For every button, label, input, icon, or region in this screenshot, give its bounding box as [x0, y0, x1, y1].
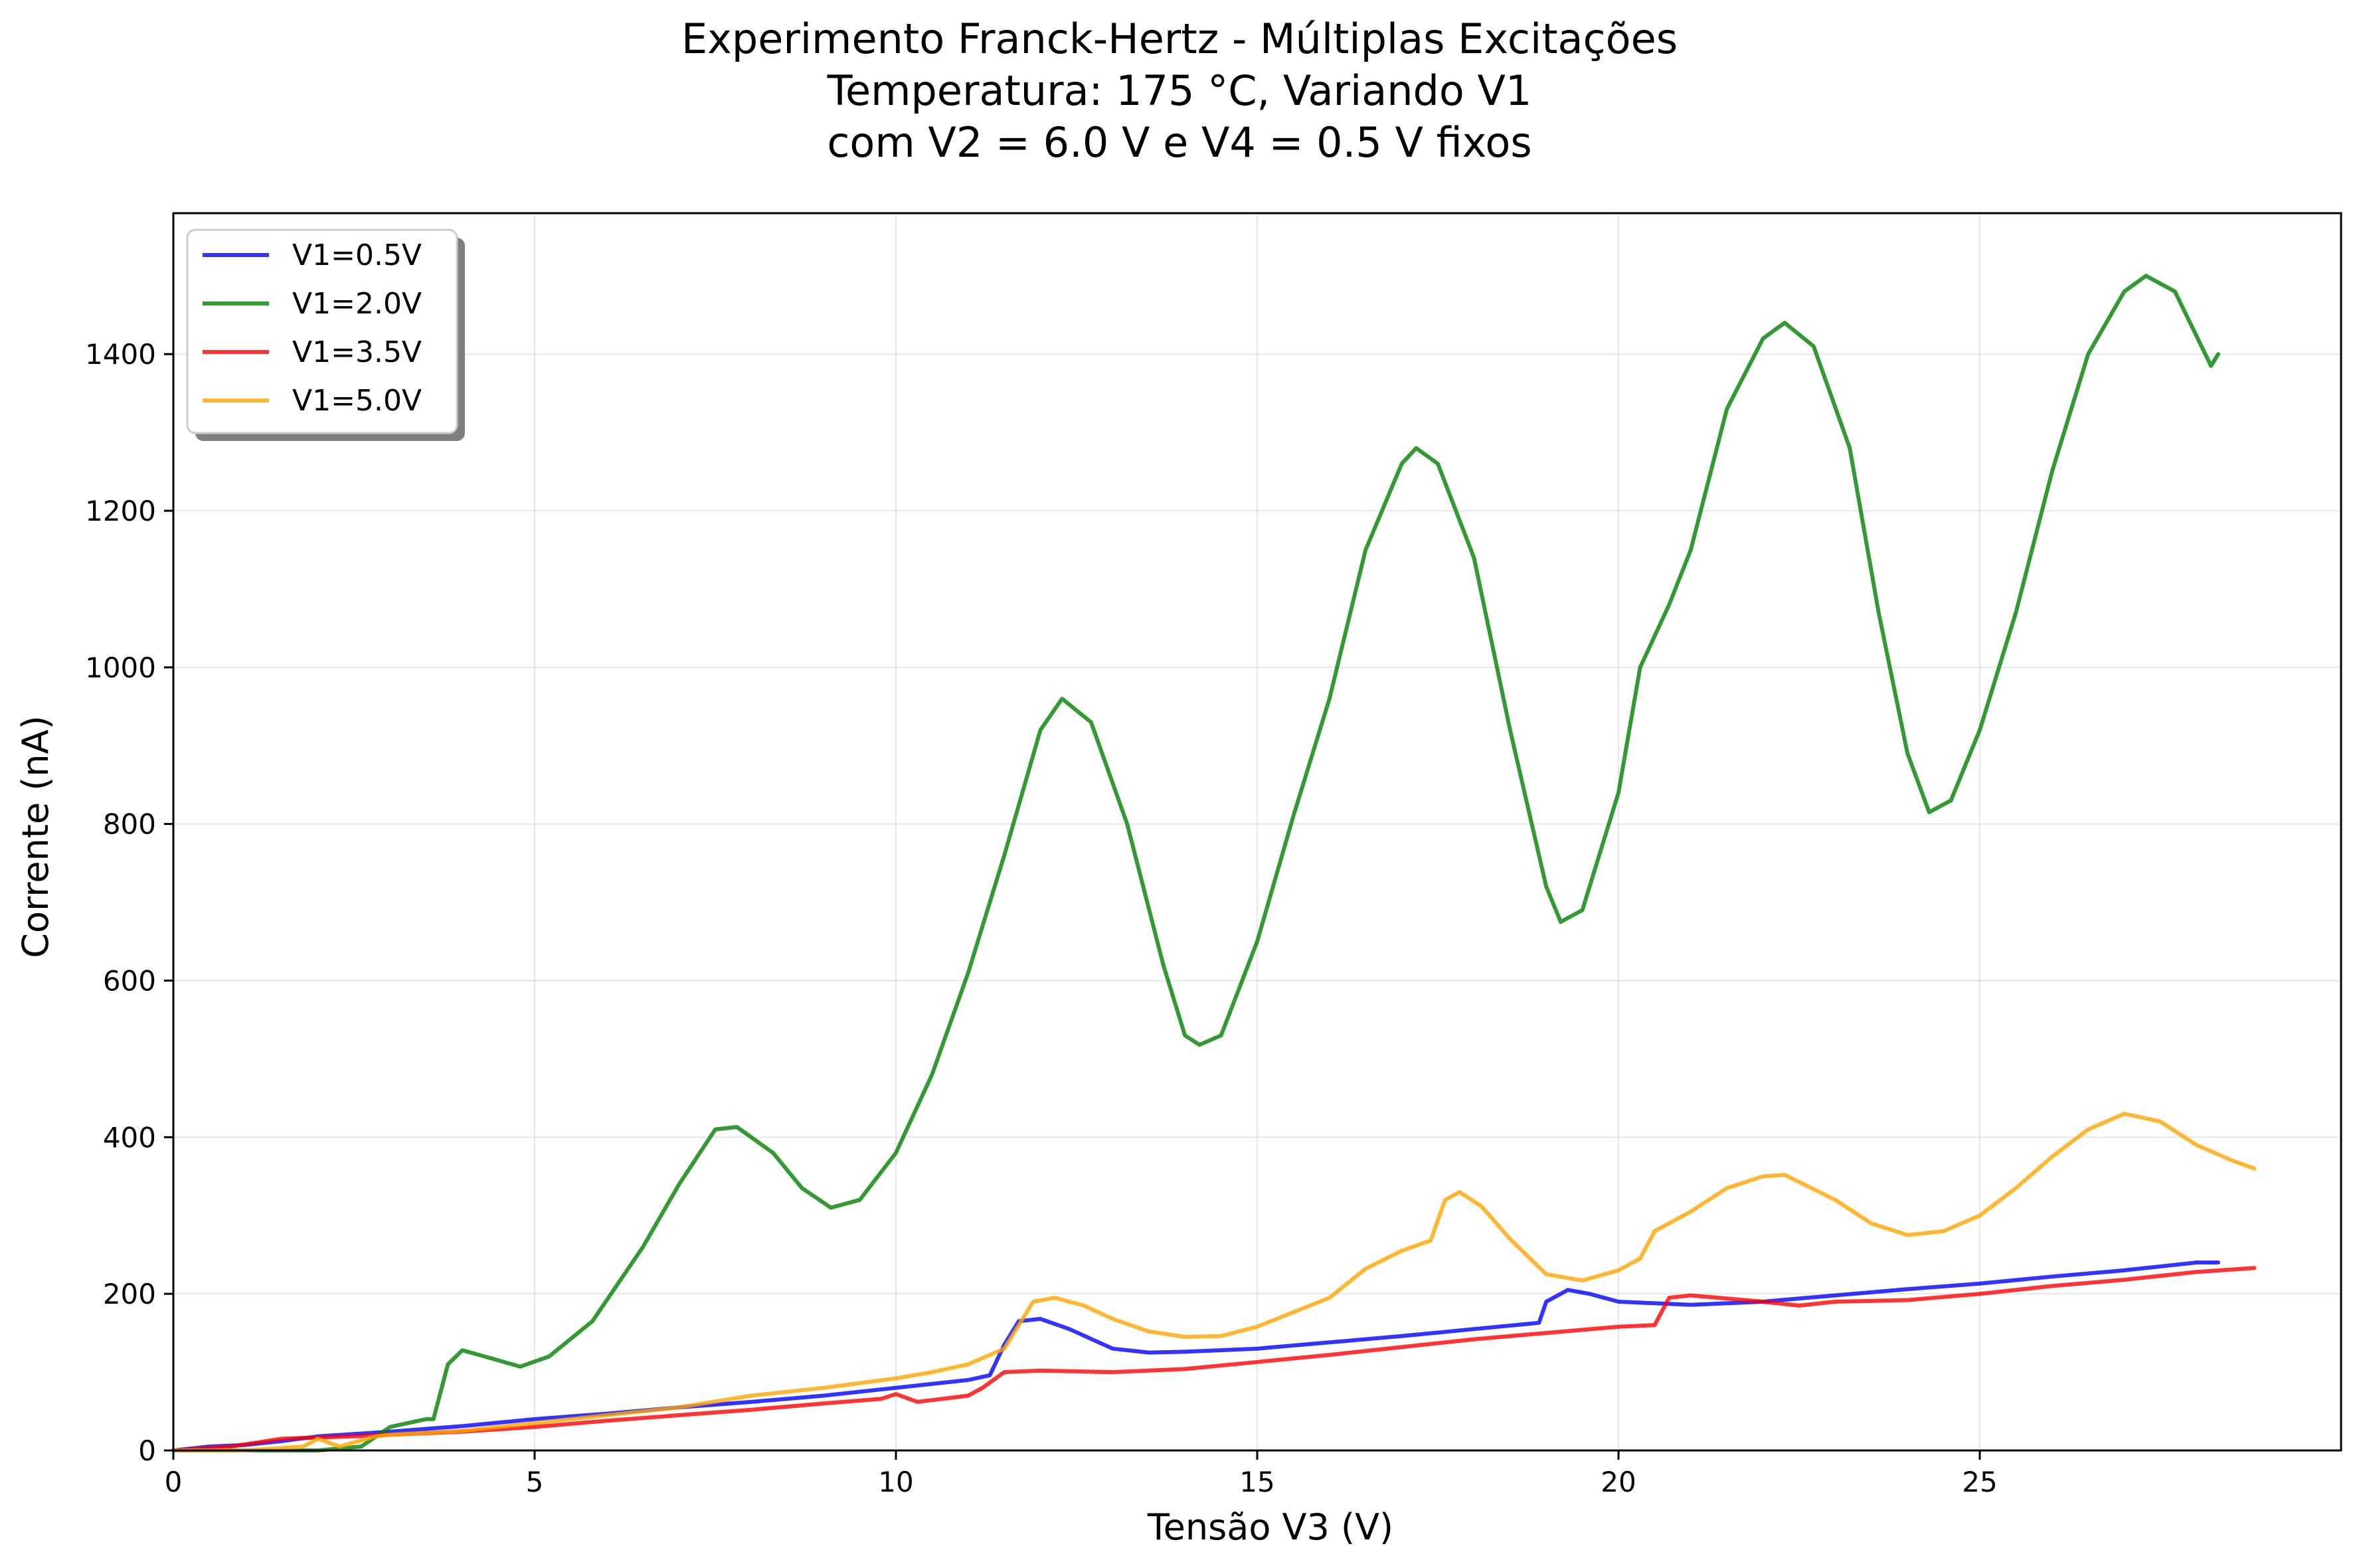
x-tick-label: 0 [165, 1466, 183, 1498]
grid-lines [173, 213, 2341, 1451]
y-tick-label: 400 [103, 1121, 156, 1154]
chart-title-line-3: com V2 = 6.0 V e V4 = 0.5 V fixos [827, 118, 1531, 167]
series-line-4 [171, 1112, 2257, 1452]
x-tick-label: 5 [526, 1466, 544, 1498]
legend-label-4: V1=5.0V [292, 384, 422, 418]
legend-label-1: V1=0.5V [292, 238, 422, 272]
x-axis-ticks: 0 5 10 15 20 25 [165, 1450, 1998, 1498]
y-tick-label: 800 [103, 808, 156, 841]
y-axis-ticks: 0 200 400 600 800 1000 1200 1400 [85, 338, 173, 1467]
chart-title-line-1: Experimento Franck-Hertz - Múltiplas Exc… [681, 15, 1678, 63]
y-tick-label: 0 [138, 1435, 156, 1467]
chart-title-line-2: Temperatura: 175 °C, Variando V1 [827, 66, 1532, 115]
legend-label-2: V1=2.0V [292, 287, 422, 321]
y-tick-label: 600 [103, 965, 156, 998]
legend-label-3: V1=3.5V [292, 335, 422, 369]
legend-entries: V1=0.5V V1=2.0V V1=3.5V V1=5.0V [203, 238, 422, 418]
legend-box [186, 228, 458, 434]
x-tick-label: 25 [1962, 1466, 1997, 1498]
y-tick-label: 200 [103, 1278, 156, 1310]
legend: V1=0.5V V1=2.0V V1=3.5V V1=5.0V [186, 228, 465, 441]
y-tick-label: 1000 [85, 652, 156, 684]
series-layer [171, 274, 2257, 1452]
chart-title: Experimento Franck-Hertz - Múltiplas Exc… [681, 15, 1678, 167]
x-tick-label: 10 [878, 1466, 913, 1498]
y-axis-label: Corrente (nA) [15, 715, 56, 958]
x-axis-label: Tensão V3 (V) [1147, 1506, 1393, 1548]
y-tick-label: 1200 [85, 495, 156, 527]
x-tick-label: 15 [1239, 1466, 1274, 1498]
x-tick-label: 20 [1601, 1466, 1636, 1498]
series-line-2 [171, 274, 2220, 1452]
series-line-1 [171, 1261, 2220, 1452]
series-line-3 [171, 1266, 2257, 1452]
y-tick-label: 1400 [85, 338, 156, 371]
